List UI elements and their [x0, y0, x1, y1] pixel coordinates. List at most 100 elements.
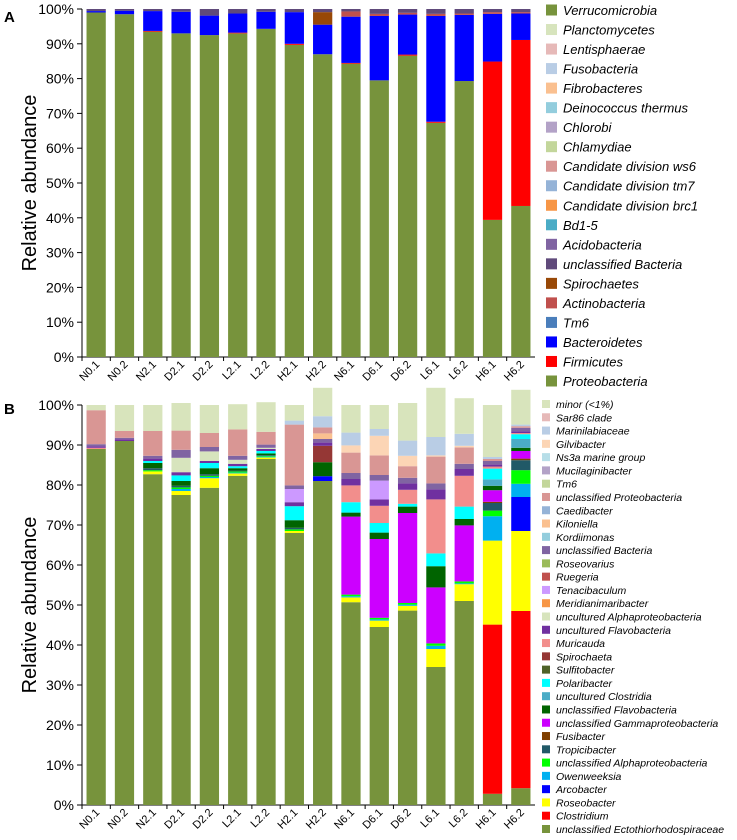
- bar-segment: [228, 466, 248, 469]
- bar-segment: [511, 458, 531, 461]
- bar-segment: [313, 442, 333, 446]
- bar-segment: [511, 427, 531, 432]
- bar-segment: [114, 405, 135, 431]
- y-tick-label: 90%: [46, 36, 74, 52]
- bar-segment: [397, 513, 418, 603]
- legend-item: Planctomycetes: [546, 23, 655, 38]
- bar-segment: [511, 788, 531, 805]
- bar-segment: [86, 11, 106, 13]
- y-tick-label: 60%: [46, 140, 74, 156]
- legend-label: Meridianimaribacter: [556, 598, 649, 610]
- legend-label: Kiloniella: [556, 519, 598, 531]
- legend-swatch: [546, 141, 557, 153]
- bar-segment: [482, 459, 503, 461]
- bar-segment: [454, 433, 474, 446]
- bar-segment: [482, 490, 503, 502]
- bar-segment: [397, 403, 418, 441]
- bar-segment: [426, 553, 446, 567]
- legend-item: Polaribacter: [542, 678, 613, 690]
- legend-item: Kiloniella: [542, 519, 598, 531]
- bar-segment: [284, 527, 304, 530]
- bar-segment: [199, 433, 220, 447]
- bar-segment: [426, 489, 446, 500]
- bar-segment: [426, 455, 446, 457]
- bar-segment: [454, 475, 474, 507]
- legend-swatch: [546, 82, 557, 94]
- legend-swatch: [546, 375, 557, 387]
- legend-label: unclassified Alphaproteobacteria: [556, 758, 708, 770]
- legend-label: Actinobacteria: [562, 296, 645, 311]
- x-tick-label: H6.2: [502, 359, 527, 384]
- bar-segment: [369, 627, 389, 805]
- legend-swatch: [542, 506, 550, 515]
- x-tick-label: D6.2: [389, 359, 414, 384]
- legend-item: Fibrobacteres: [546, 81, 643, 96]
- bar-segment: [171, 430, 191, 450]
- bar-segment: [143, 9, 163, 12]
- y-tick-label: 20%: [46, 717, 74, 733]
- legend-swatch: [542, 532, 550, 541]
- bar-segment: [256, 453, 276, 455]
- legend-item: unclassified Flavobacteria: [542, 704, 677, 716]
- legend-label: uncultured Clostridia: [556, 691, 652, 703]
- bar-segment: [86, 447, 106, 449]
- legend-label: unclassified Ectothiorhodospiraceae: [556, 824, 724, 836]
- legend-item: uncultured Alphaproteobacteria: [542, 612, 702, 624]
- bar-segment: [482, 13, 503, 62]
- bar-segment: [143, 458, 163, 461]
- bar-segment: [256, 455, 276, 457]
- legend-swatch: [542, 599, 550, 608]
- bar-segment: [256, 28, 276, 358]
- bar-segment: [171, 485, 191, 488]
- legend-label: Muricauda: [556, 638, 605, 650]
- bar-segment: [482, 12, 503, 14]
- legend-item: Lentisphaerae: [546, 42, 645, 57]
- bar-segment: [397, 14, 418, 55]
- panel-b-chart: B Relative abundance 0% 10% 20% 30% 40% 50% 60% 7…: [4, 387, 724, 836]
- bar-segment: [482, 464, 503, 467]
- legend-swatch: [546, 121, 557, 133]
- bar-segment: [482, 457, 503, 459]
- legend-label: Candidate division ws6: [563, 159, 697, 174]
- legend-item: uncultured Clostridia: [542, 691, 652, 703]
- legend-swatch: [542, 825, 550, 833]
- legend-swatch: [542, 758, 550, 767]
- legend-label: Fibrobacteres: [563, 81, 643, 96]
- bar-segment: [171, 472, 191, 476]
- y-tick-label: 90%: [46, 437, 74, 453]
- x-tick-label: L2.1: [220, 359, 244, 383]
- bar-segment: [369, 475, 389, 481]
- bar-segment: [256, 455, 276, 456]
- legend-label: Bacteroidetes: [563, 335, 643, 350]
- bar-segment: [397, 483, 418, 490]
- bar-segment: [199, 447, 220, 452]
- bar-segment: [454, 14, 474, 82]
- legend-item: Chlorobi: [546, 120, 613, 135]
- bar-segment: [228, 472, 248, 474]
- bar-segment: [511, 13, 531, 40]
- bar-segment: [256, 451, 276, 454]
- legend-label: Tenacibaculum: [556, 585, 626, 597]
- legend-item: Candidate division tm7: [546, 179, 695, 194]
- bar-segment: [228, 32, 248, 34]
- bar-segment: [171, 487, 191, 489]
- bar-segment: [228, 13, 248, 33]
- bar-segment: [369, 539, 389, 618]
- bar-segment: [143, 431, 163, 456]
- legend-label: unclassified Proteobacteria: [556, 492, 682, 504]
- bar-segment: [482, 466, 503, 469]
- bar-segment: [369, 9, 389, 14]
- legend-swatch: [542, 771, 550, 780]
- legend-item: unclassified Gammaproteobacteria: [542, 718, 718, 730]
- legend-swatch: [542, 718, 550, 727]
- bar-segment: [397, 605, 418, 611]
- legend-swatch: [546, 43, 557, 55]
- y-tick-label: 0%: [54, 797, 74, 813]
- legend-swatch: [542, 572, 550, 581]
- x-tick-label: L6.1: [418, 359, 442, 383]
- legend-item: Acidobacteria: [546, 237, 642, 252]
- legend-label: Ruegeria: [556, 572, 599, 584]
- legend-label: Lentisphaerae: [563, 42, 645, 57]
- x-tick-label: H6.1: [474, 359, 499, 384]
- bar-segment: [171, 475, 191, 481]
